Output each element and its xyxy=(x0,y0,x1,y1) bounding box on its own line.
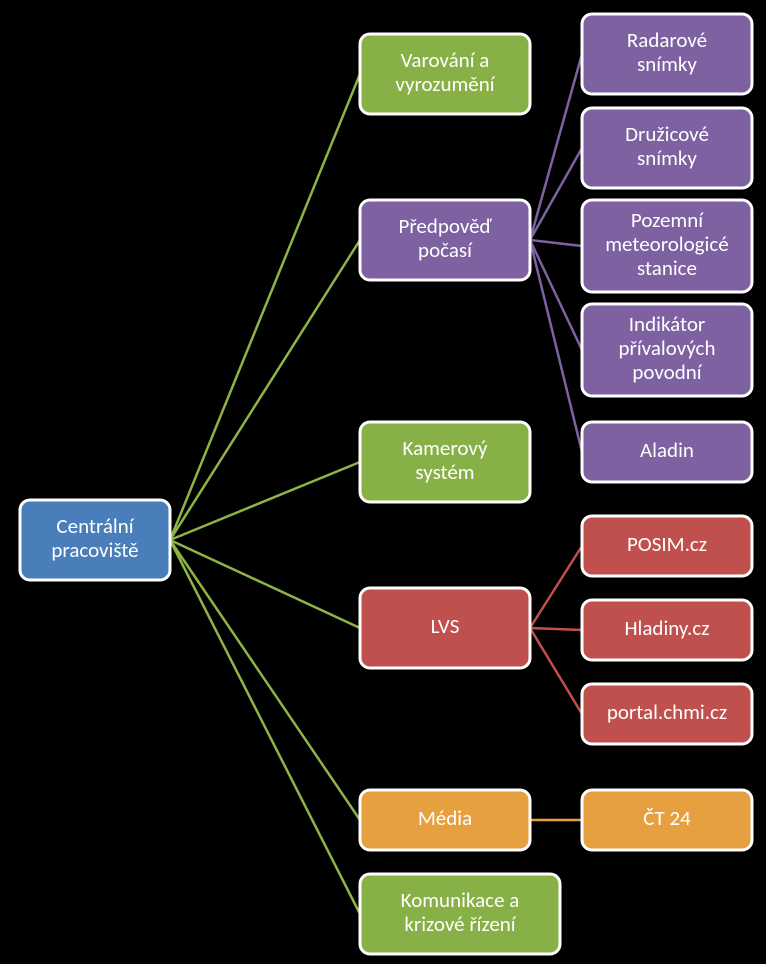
edge-lvs-chmi xyxy=(530,628,582,714)
node-label-ct24: ČT 24 xyxy=(643,805,691,831)
node-aladin: Aladin xyxy=(582,422,752,482)
node-label-media: Média xyxy=(418,805,472,831)
tree-diagram: Centrálnípracoviště Varování avyrozumění P… xyxy=(0,0,766,964)
node-satellite: Družicovésnímky xyxy=(582,108,752,188)
node-root: Centrálnípracoviště xyxy=(20,500,170,580)
edge-root-camera xyxy=(170,462,360,540)
edge-forecast-aladin xyxy=(530,240,582,452)
node-ct24: ČT 24 xyxy=(582,790,752,850)
node-forecast: Předpověďpočasí xyxy=(360,200,530,280)
node-camera: Kamerovýsystém xyxy=(360,422,530,502)
node-label-posim: POSIM.cz xyxy=(627,531,707,557)
node-chmi: portal.chmi.cz xyxy=(582,684,752,744)
node-ground: Pozemnímeteorologicéstanice xyxy=(582,200,752,292)
node-lvs: LVS xyxy=(360,588,530,668)
node-posim: POSIM.cz xyxy=(582,516,752,576)
node-flash: Indikátorpřívalovýchpovodní xyxy=(582,304,752,396)
edge-forecast-satellite xyxy=(530,148,582,240)
node-radar: Radarovésnímky xyxy=(582,14,752,94)
nodes-layer: Centrálnípracoviště Varování avyrozumění P… xyxy=(20,14,752,954)
node-label-satellite: Družicovésnímky xyxy=(625,121,709,171)
edge-root-warn xyxy=(170,74,360,540)
node-label-komm: Komunikace akrizové řízení xyxy=(401,887,520,937)
edge-root-komm xyxy=(170,540,360,914)
node-label-flash: Indikátorpřívalovýchpovodní xyxy=(619,311,716,385)
edge-root-forecast xyxy=(170,240,360,540)
node-label-aladin: Aladin xyxy=(640,437,694,463)
node-label-radar: Radarovésnímky xyxy=(627,27,707,77)
node-hladiny: Hladiny.cz xyxy=(582,600,752,660)
node-label-warn: Varování avyrozumění xyxy=(395,47,495,97)
edge-forecast-flash xyxy=(530,240,582,350)
edge-root-media xyxy=(170,540,360,820)
node-media: Média xyxy=(360,790,530,850)
edge-forecast-ground xyxy=(530,240,582,246)
node-label-hladiny: Hladiny.cz xyxy=(624,615,709,641)
edge-lvs-hladiny xyxy=(530,628,582,630)
node-label-lvs: LVS xyxy=(431,613,460,639)
edge-lvs-posim xyxy=(530,546,582,628)
node-warn: Varování avyrozumění xyxy=(360,34,530,114)
node-label-root: Centrálnípracoviště xyxy=(51,513,138,563)
node-label-chmi: portal.chmi.cz xyxy=(607,699,727,725)
edge-forecast-radar xyxy=(530,54,582,240)
node-komm: Komunikace akrizové řízení xyxy=(360,874,560,954)
